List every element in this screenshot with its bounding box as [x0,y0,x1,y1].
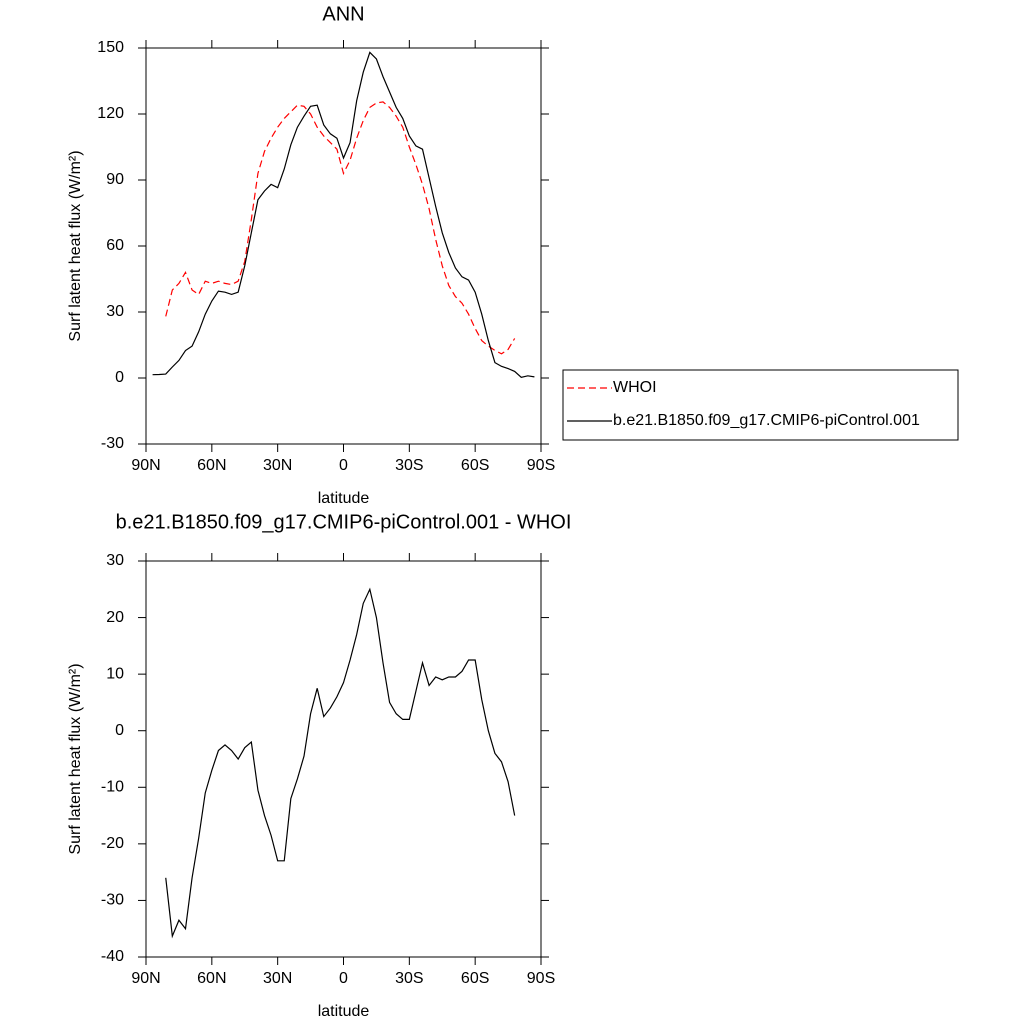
y-tick-label: 0 [115,369,124,386]
legend-label: WHOI [613,379,657,396]
y-tick-label: 90 [106,171,124,188]
x-axis-label: latitude [318,1003,370,1020]
x-tick-label: 60S [461,457,489,474]
y-tick-label: 120 [97,105,124,122]
y-tick-label: -30 [101,435,124,452]
data-line [153,52,535,377]
x-tick-label: 60N [197,970,226,987]
data-line [166,102,515,354]
x-tick-label: 90N [131,457,160,474]
y-tick-label: 30 [106,552,124,569]
y-tick-label: -40 [101,948,124,965]
data-line [166,589,515,936]
legend-label: b.e21.B1850.f09_g17.CMIP6-piControl.001 [613,412,920,429]
y-tick-label: 30 [106,303,124,320]
x-tick-label: 30N [263,457,292,474]
x-tick-label: 0 [339,970,348,987]
y-tick-label: -30 [101,892,124,909]
x-tick-label: 30S [395,970,423,987]
chart-title: b.e21.B1850.f09_g17.CMIP6-piControl.001 … [116,511,572,533]
x-tick-label: 30N [263,970,292,987]
x-tick-label: 90S [527,970,555,987]
y-axis-label: Surf latent heat flux (W/m²) [67,663,84,854]
y-tick-label: 60 [106,237,124,254]
x-tick-label: 0 [339,457,348,474]
x-tick-label: 60S [461,970,489,987]
y-tick-label: -20 [101,835,124,852]
x-axis-label: latitude [318,490,370,507]
y-tick-label: 150 [97,39,124,56]
plot-frame [146,561,541,957]
chart-title: ANN [322,3,364,25]
y-tick-label: 10 [106,665,124,682]
x-tick-label: 30S [395,457,423,474]
x-tick-label: 90S [527,457,555,474]
y-axis-label: Surf latent heat flux (W/m²) [67,150,84,341]
y-tick-label: -10 [101,779,124,796]
x-tick-label: 90N [131,970,160,987]
plot-frame [146,48,541,444]
x-tick-label: 60N [197,457,226,474]
y-tick-label: 20 [106,609,124,626]
y-tick-label: 0 [115,722,124,739]
